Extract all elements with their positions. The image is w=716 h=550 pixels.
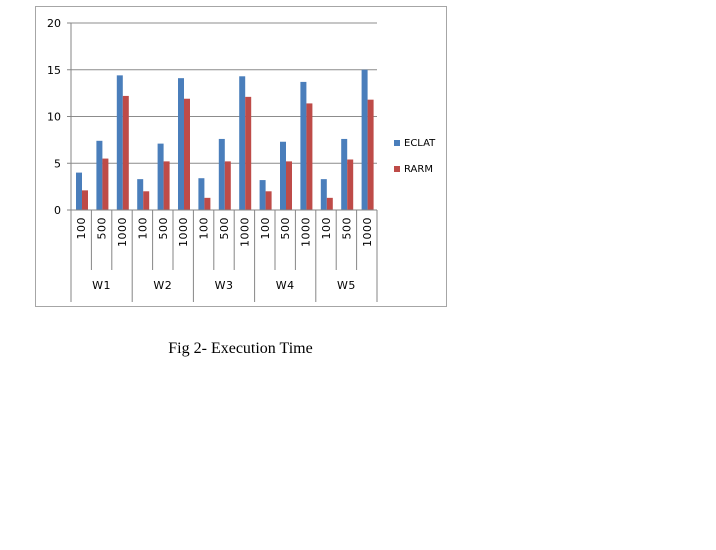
legend-swatch-eclat xyxy=(394,140,400,146)
bar-eclat xyxy=(157,143,164,210)
bar-eclat xyxy=(218,138,225,210)
bar-rarm xyxy=(82,190,88,210)
chart-frame: 0 5 10 15 20 100 500 1000 100 500 1000 100 500 1000 10… xyxy=(35,6,447,307)
figure-caption: Fig 2- Execution Time xyxy=(168,340,313,357)
bar-eclat xyxy=(96,140,103,210)
group-label: W1 xyxy=(92,279,111,292)
bar-eclat xyxy=(300,81,307,210)
bar-rarm xyxy=(143,191,150,210)
group-label: W4 xyxy=(276,279,295,292)
bar-chart: 0 5 10 15 20 100 500 1000 100 500 1000 100 500 1000 10… xyxy=(47,17,436,302)
bar-rarm xyxy=(326,197,333,210)
bar-eclat xyxy=(320,179,327,210)
bar-eclat xyxy=(198,178,205,210)
bar-eclat xyxy=(137,179,144,210)
bar-eclat xyxy=(280,141,286,210)
x-tick-label: 500 xyxy=(96,217,109,240)
bar-rarm xyxy=(204,197,211,210)
x-tick-label: 1000 xyxy=(238,217,251,247)
group-label: W2 xyxy=(153,279,172,292)
group-label: W3 xyxy=(215,279,234,292)
bar-eclat xyxy=(361,69,368,210)
x-tick-label: 500 xyxy=(157,217,170,240)
x-tick-label: 500 xyxy=(340,217,353,240)
legend-label: ECLAT xyxy=(404,138,436,149)
x-tick-label: 100 xyxy=(198,217,211,240)
bar-eclat xyxy=(178,78,184,210)
bar-rarm xyxy=(265,191,272,210)
bar-rarm xyxy=(347,159,354,210)
bar-eclat xyxy=(259,180,266,210)
bar-rarm xyxy=(367,99,374,210)
x-tick-label: 500 xyxy=(279,217,292,240)
bar-eclat xyxy=(239,76,246,210)
y-tick-label: 10 xyxy=(47,111,61,124)
group-label: W5 xyxy=(337,279,356,292)
bar-rarm xyxy=(245,96,252,210)
bar-rarm xyxy=(163,161,170,210)
y-tick-label: 0 xyxy=(54,204,61,217)
legend-swatch-rarm xyxy=(394,166,400,172)
x-tick-label: 1000 xyxy=(116,217,129,247)
x-tick-label: 100 xyxy=(259,217,272,240)
bar-eclat xyxy=(76,172,82,210)
x-tick-label: 100 xyxy=(136,217,149,240)
bar-rarm xyxy=(286,161,292,210)
x-tick-label: 100 xyxy=(75,217,88,240)
bar-rarm xyxy=(224,161,231,210)
y-tick-label: 20 xyxy=(47,17,61,30)
bar-rarm xyxy=(122,95,129,210)
x-tick-label: 500 xyxy=(218,217,231,240)
y-tick-label: 5 xyxy=(54,157,61,170)
x-tick-label: 1000 xyxy=(300,217,313,247)
y-tick-label: 15 xyxy=(47,64,61,77)
bar-eclat xyxy=(341,138,348,210)
bar-rarm xyxy=(102,158,109,210)
bar-rarm xyxy=(306,103,313,210)
bar-eclat xyxy=(116,75,123,210)
bar-rarm xyxy=(184,98,190,210)
x-tick-label: 1000 xyxy=(361,217,374,247)
x-tick-label: 1000 xyxy=(177,217,190,247)
x-tick-label: 100 xyxy=(320,217,333,240)
legend-label: RARM xyxy=(404,164,433,175)
